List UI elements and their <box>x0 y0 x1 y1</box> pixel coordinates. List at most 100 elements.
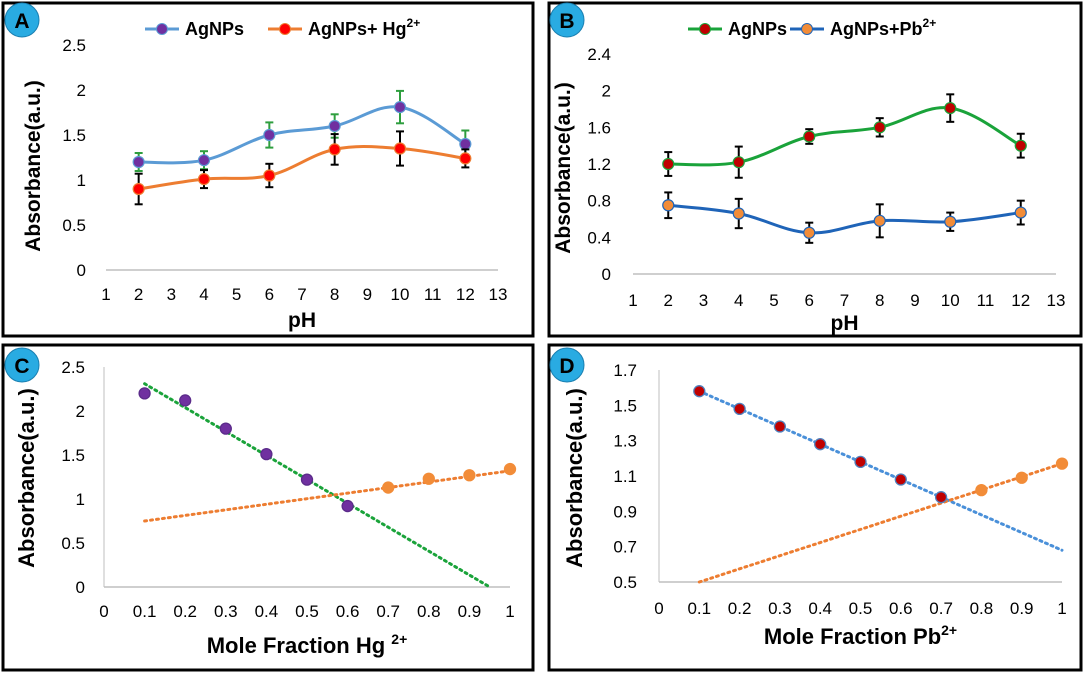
y-tick-label: 0.5 <box>61 534 85 553</box>
x-axis-title-superscript: 2+ <box>391 631 407 647</box>
data-point <box>503 462 517 476</box>
y-tick-label: 1 <box>77 171 86 190</box>
panel-badge: C <box>4 347 40 383</box>
x-axis-title: Mole Fraction Hg 2+ <box>207 631 408 658</box>
data-point <box>179 394 192 407</box>
data-point <box>132 155 145 169</box>
trend-line <box>697 389 1064 552</box>
x-tick-label: 0.5 <box>295 602 319 621</box>
x-tick-label: 8 <box>875 291 884 310</box>
x-tick-label: 0.2 <box>173 602 197 621</box>
x-tick-label: 0.8 <box>417 602 441 621</box>
y-tick-label: 0 <box>77 261 86 280</box>
x-tick-label: 11 <box>424 285 442 304</box>
legend-label-superscript: 2+ <box>923 16 937 30</box>
panel-badge-label: A <box>14 10 29 33</box>
data-point <box>854 455 867 469</box>
legend-swatch-marker <box>699 23 711 35</box>
data-point <box>873 121 886 134</box>
data-point <box>341 499 354 513</box>
x-tick-label: 9 <box>910 291 919 310</box>
x-tick-label: 13 <box>489 285 508 304</box>
y-axis-title: Absorbance(a.u.) <box>552 82 575 254</box>
data-point <box>975 483 988 497</box>
panel-badge: D <box>549 347 585 383</box>
x-axis-title: pH <box>831 312 859 335</box>
x-tick-label: 6 <box>265 285 274 304</box>
x-tick-label: 0.3 <box>768 599 792 618</box>
y-tick-label: 0.4 <box>587 228 611 247</box>
y-tick-label: 0.7 <box>613 538 637 557</box>
panel-badge-circle <box>4 2 40 38</box>
panel-frame <box>1 1 535 338</box>
data-point <box>422 472 435 485</box>
data-point <box>1014 206 1027 219</box>
x-tick-label: 1 <box>628 291 637 310</box>
data-point <box>662 157 675 171</box>
x-tick-label: 3 <box>167 285 176 304</box>
x-tick-label: 7 <box>840 291 849 310</box>
x-tick-label: 0.6 <box>336 602 360 621</box>
x-tick-label: 0.4 <box>808 599 832 618</box>
y-tick-label: 0.9 <box>613 502 637 521</box>
panel-frame <box>547 1 1083 338</box>
data-point <box>197 154 211 167</box>
y-tick-label: 2.5 <box>62 36 86 55</box>
y-tick-label: 0 <box>602 265 611 284</box>
y-tick-label: 1.5 <box>62 126 86 145</box>
x-tick-label: 5 <box>769 291 778 310</box>
data-point <box>459 137 472 151</box>
y-tick-label: 0.8 <box>587 192 611 211</box>
y-tick-label: 1.7 <box>613 361 637 380</box>
x-tick-label: 0.9 <box>1010 599 1034 618</box>
x-tick-label: 12 <box>1011 291 1030 310</box>
x-tick-label: 7 <box>297 285 306 304</box>
series-line <box>668 203 1021 235</box>
legend-item: AgNPs+ Hg2+ <box>268 16 420 39</box>
data-point <box>1055 457 1069 470</box>
y-tick-label: 1.1 <box>613 467 637 486</box>
data-point <box>138 387 151 400</box>
data-point <box>773 420 787 433</box>
x-tick-label: 0 <box>654 599 663 618</box>
x-tick-label: 2 <box>664 291 673 310</box>
x-tick-label: 0.1 <box>133 602 157 621</box>
data-point <box>934 491 948 504</box>
x-tick-label: 0.1 <box>687 599 711 618</box>
x-tick-label: 3 <box>699 291 708 310</box>
legend-label: AgNPs <box>728 19 787 39</box>
trend-line <box>697 462 1064 584</box>
data-point <box>662 199 675 212</box>
data-point <box>873 214 886 227</box>
x-tick-label: 0.8 <box>970 599 994 618</box>
data-point <box>382 481 395 494</box>
y-axis-title: Absorbance(a.u.) <box>22 80 45 252</box>
legend-label-superscript: 2+ <box>407 16 421 30</box>
legend-label: AgNPs+Pb2+ <box>830 16 936 39</box>
x-tick-label: 8 <box>330 285 339 304</box>
data-point <box>733 402 746 416</box>
data-point <box>219 422 232 435</box>
legend-item: AgNPs <box>145 19 244 39</box>
panel-frame <box>547 343 1083 672</box>
data-point <box>944 215 957 228</box>
y-tick-label: 2 <box>76 402 85 421</box>
x-tick-label: 1 <box>505 602 514 621</box>
data-point <box>803 130 816 143</box>
data-point <box>1015 471 1028 484</box>
panel-badge-label: D <box>559 355 574 378</box>
legend-item: AgNPs+Pb2+ <box>790 16 936 39</box>
data-point <box>328 143 341 156</box>
x-axis-title-superscript: 2+ <box>941 622 957 638</box>
x-tick-label: 0 <box>99 602 108 621</box>
x-tick-label: 2 <box>134 285 143 304</box>
panel-d: D 0 0.1 0.2 0.3 0.4 0.5 0.6 0.7 0.8 0.9 1 0.5 0.7 0.9 1… <box>547 343 1083 672</box>
x-tick-label: 6 <box>805 291 814 310</box>
x-tick-label: 1 <box>101 285 110 304</box>
x-tick-label: 10 <box>391 285 410 304</box>
data-point <box>944 101 957 115</box>
x-tick-label: 4 <box>199 285 208 304</box>
y-tick-label: 1.2 <box>587 155 611 174</box>
x-tick-label: 0.5 <box>849 599 873 618</box>
